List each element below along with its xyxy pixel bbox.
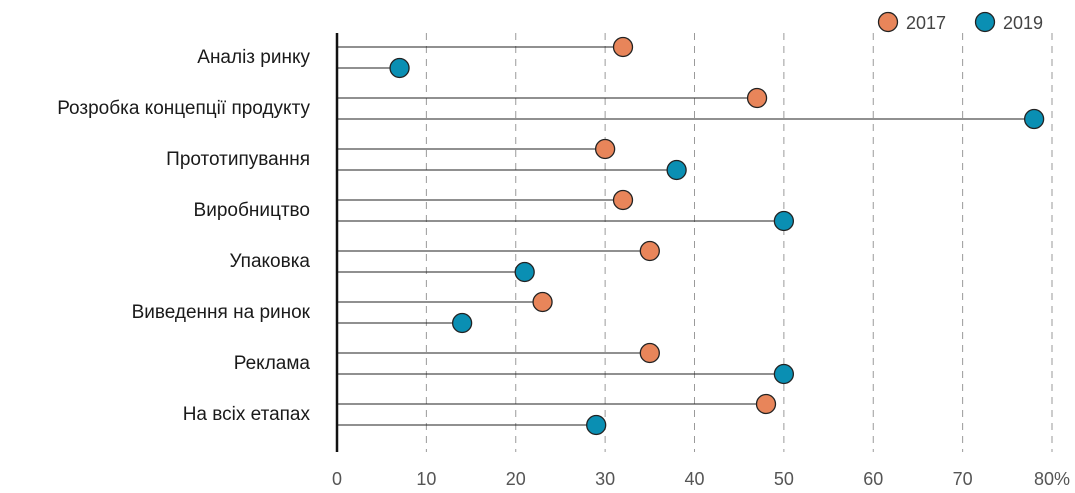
x-tick-label: 70 xyxy=(953,469,973,489)
x-tick-label: 10 xyxy=(416,469,436,489)
category-label: Виведення на ринок xyxy=(132,302,311,323)
x-tick-label: 60 xyxy=(863,469,883,489)
x-tick-label: 40 xyxy=(684,469,704,489)
data-point-2019 xyxy=(514,261,535,283)
data-point-2019 xyxy=(586,414,607,436)
x-tick-label: 80% xyxy=(1034,469,1070,489)
category-label: Упаковка xyxy=(229,251,310,272)
data-point-2019 xyxy=(773,210,795,232)
data-point-2019 xyxy=(389,57,410,79)
category-label: Розробка концепції продукту xyxy=(57,98,310,119)
data-point-2019 xyxy=(773,363,795,385)
x-tick-labels: 0 10 20 30 40 50 60 70 80% xyxy=(332,469,1070,489)
x-tick-label: 30 xyxy=(595,469,615,489)
data-point-2017 xyxy=(639,342,660,364)
data-point-2017 xyxy=(594,138,616,160)
category-labels: Аналіз ринку Розробка концепції продукту П… xyxy=(57,47,310,425)
data-point-2017 xyxy=(755,393,777,415)
data-point-2019 xyxy=(666,159,687,181)
category-label: Реклама xyxy=(234,353,311,374)
data-point-2017 xyxy=(612,189,634,211)
x-tick-label: 0 xyxy=(332,469,342,489)
category-label: Аналіз ринку xyxy=(197,47,310,68)
data-point-2019 xyxy=(451,312,473,334)
legend-label-2017: 2017 xyxy=(906,13,946,33)
data-point-2017 xyxy=(612,36,634,58)
category-label: Виробництво xyxy=(194,200,310,221)
stems xyxy=(337,46,1035,426)
x-tick-label: 20 xyxy=(506,469,526,489)
legend: 2017 2019 xyxy=(877,11,1043,33)
legend-marker-2017 xyxy=(877,11,899,33)
data-point-2019 xyxy=(1023,108,1045,130)
data-point-2017 xyxy=(746,87,768,109)
legend-label-2019: 2019 xyxy=(1003,13,1043,33)
grid-lines xyxy=(425,33,1053,452)
x-tick-label: 50 xyxy=(774,469,794,489)
data-point-2017 xyxy=(639,240,660,262)
legend-marker-2019 xyxy=(974,11,996,33)
data-point-2017 xyxy=(532,291,553,313)
category-label: Прототипування xyxy=(166,149,310,170)
data-points xyxy=(389,36,1045,436)
category-label: На всіх етапах xyxy=(183,404,311,425)
